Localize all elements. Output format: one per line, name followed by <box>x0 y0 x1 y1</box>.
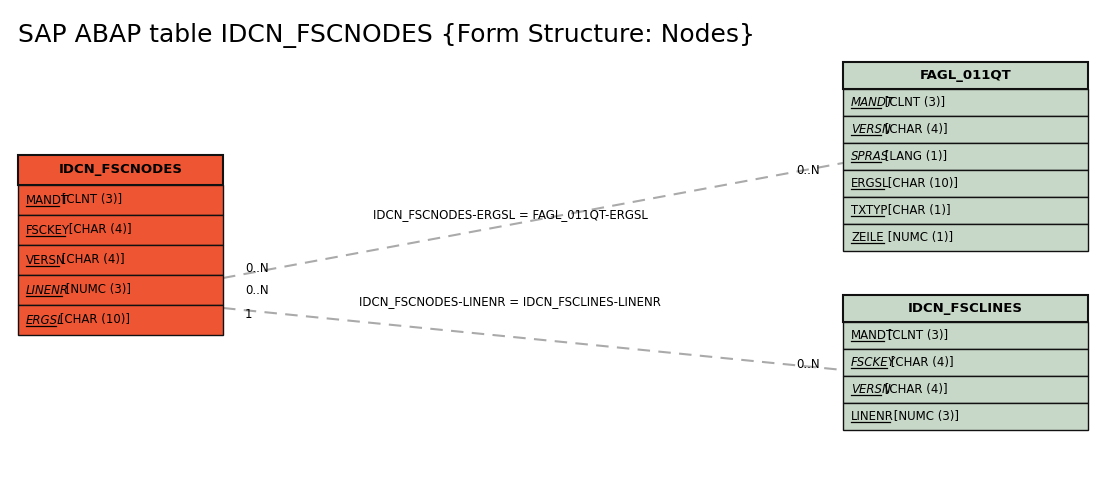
Text: LINENR: LINENR <box>852 410 894 423</box>
Text: FSCKEY: FSCKEY <box>26 223 70 236</box>
Text: 0..N: 0..N <box>797 358 820 371</box>
Text: VERSN: VERSN <box>26 254 66 267</box>
Text: [CHAR (4)]: [CHAR (4)] <box>887 356 954 369</box>
Text: [CHAR (4)]: [CHAR (4)] <box>881 383 947 396</box>
Bar <box>18 155 223 185</box>
Text: 0..N: 0..N <box>246 262 269 275</box>
Text: ERGSL: ERGSL <box>26 313 65 327</box>
Text: TXTYP: TXTYP <box>852 204 887 217</box>
Text: LINENR: LINENR <box>26 283 69 296</box>
Bar <box>843 349 1088 376</box>
Text: SPRAS: SPRAS <box>852 150 889 163</box>
Bar <box>843 224 1088 251</box>
Text: IDCN_FSCNODES-ERGSL = FAGL_011QT-ERGSL: IDCN_FSCNODES-ERGSL = FAGL_011QT-ERGSL <box>373 209 647 221</box>
Text: [CHAR (10)]: [CHAR (10)] <box>884 177 958 190</box>
Bar <box>18 305 223 335</box>
Text: [CHAR (1)]: [CHAR (1)] <box>884 204 950 217</box>
Text: FSCKEY: FSCKEY <box>852 356 896 369</box>
Text: MANDT: MANDT <box>26 194 69 207</box>
Bar <box>843 322 1088 349</box>
Bar <box>843 403 1088 430</box>
Bar <box>18 215 223 245</box>
Bar <box>18 275 223 305</box>
Text: IDCN_FSCLINES: IDCN_FSCLINES <box>908 302 1023 315</box>
Text: [CHAR (4)]: [CHAR (4)] <box>65 223 132 236</box>
Text: MANDT: MANDT <box>852 96 894 109</box>
Text: [CHAR (10)]: [CHAR (10)] <box>56 313 129 327</box>
Bar <box>843 170 1088 197</box>
Text: VERSN: VERSN <box>852 123 891 136</box>
Bar <box>843 116 1088 143</box>
Text: FAGL_011QT: FAGL_011QT <box>920 69 1011 82</box>
Text: [NUMC (3)]: [NUMC (3)] <box>889 410 959 423</box>
Bar <box>843 89 1088 116</box>
Text: MANDT: MANDT <box>852 329 894 342</box>
Bar <box>843 376 1088 403</box>
Text: [CLNT (3)]: [CLNT (3)] <box>881 96 945 109</box>
Bar <box>843 62 1088 89</box>
Bar <box>18 185 223 215</box>
Text: 0..N: 0..N <box>797 163 820 176</box>
Text: [LANG (1)]: [LANG (1)] <box>881 150 947 163</box>
Bar <box>843 143 1088 170</box>
Bar <box>843 197 1088 224</box>
Text: [CLNT (3)]: [CLNT (3)] <box>58 194 123 207</box>
Text: [NUMC (3)]: [NUMC (3)] <box>62 283 131 296</box>
Text: 1: 1 <box>246 308 252 322</box>
Text: [CHAR (4)]: [CHAR (4)] <box>881 123 947 136</box>
Text: SAP ABAP table IDCN_FSCNODES {Form Structure: Nodes}: SAP ABAP table IDCN_FSCNODES {Form Struc… <box>18 24 756 48</box>
Text: [CLNT (3)]: [CLNT (3)] <box>884 329 947 342</box>
Text: IDCN_FSCNODES-LINENR = IDCN_FSCLINES-LINENR: IDCN_FSCNODES-LINENR = IDCN_FSCLINES-LIN… <box>359 295 661 308</box>
Text: ERGSL: ERGSL <box>852 177 889 190</box>
Text: ZEILE: ZEILE <box>852 231 884 244</box>
Bar <box>843 295 1088 322</box>
Text: VERSN: VERSN <box>852 383 891 396</box>
Text: 0..N: 0..N <box>246 283 269 296</box>
Text: IDCN_FSCNODES: IDCN_FSCNODES <box>58 163 183 176</box>
Bar <box>18 245 223 275</box>
Text: [NUMC (1)]: [NUMC (1)] <box>884 231 953 244</box>
Text: [CHAR (4)]: [CHAR (4)] <box>58 254 125 267</box>
